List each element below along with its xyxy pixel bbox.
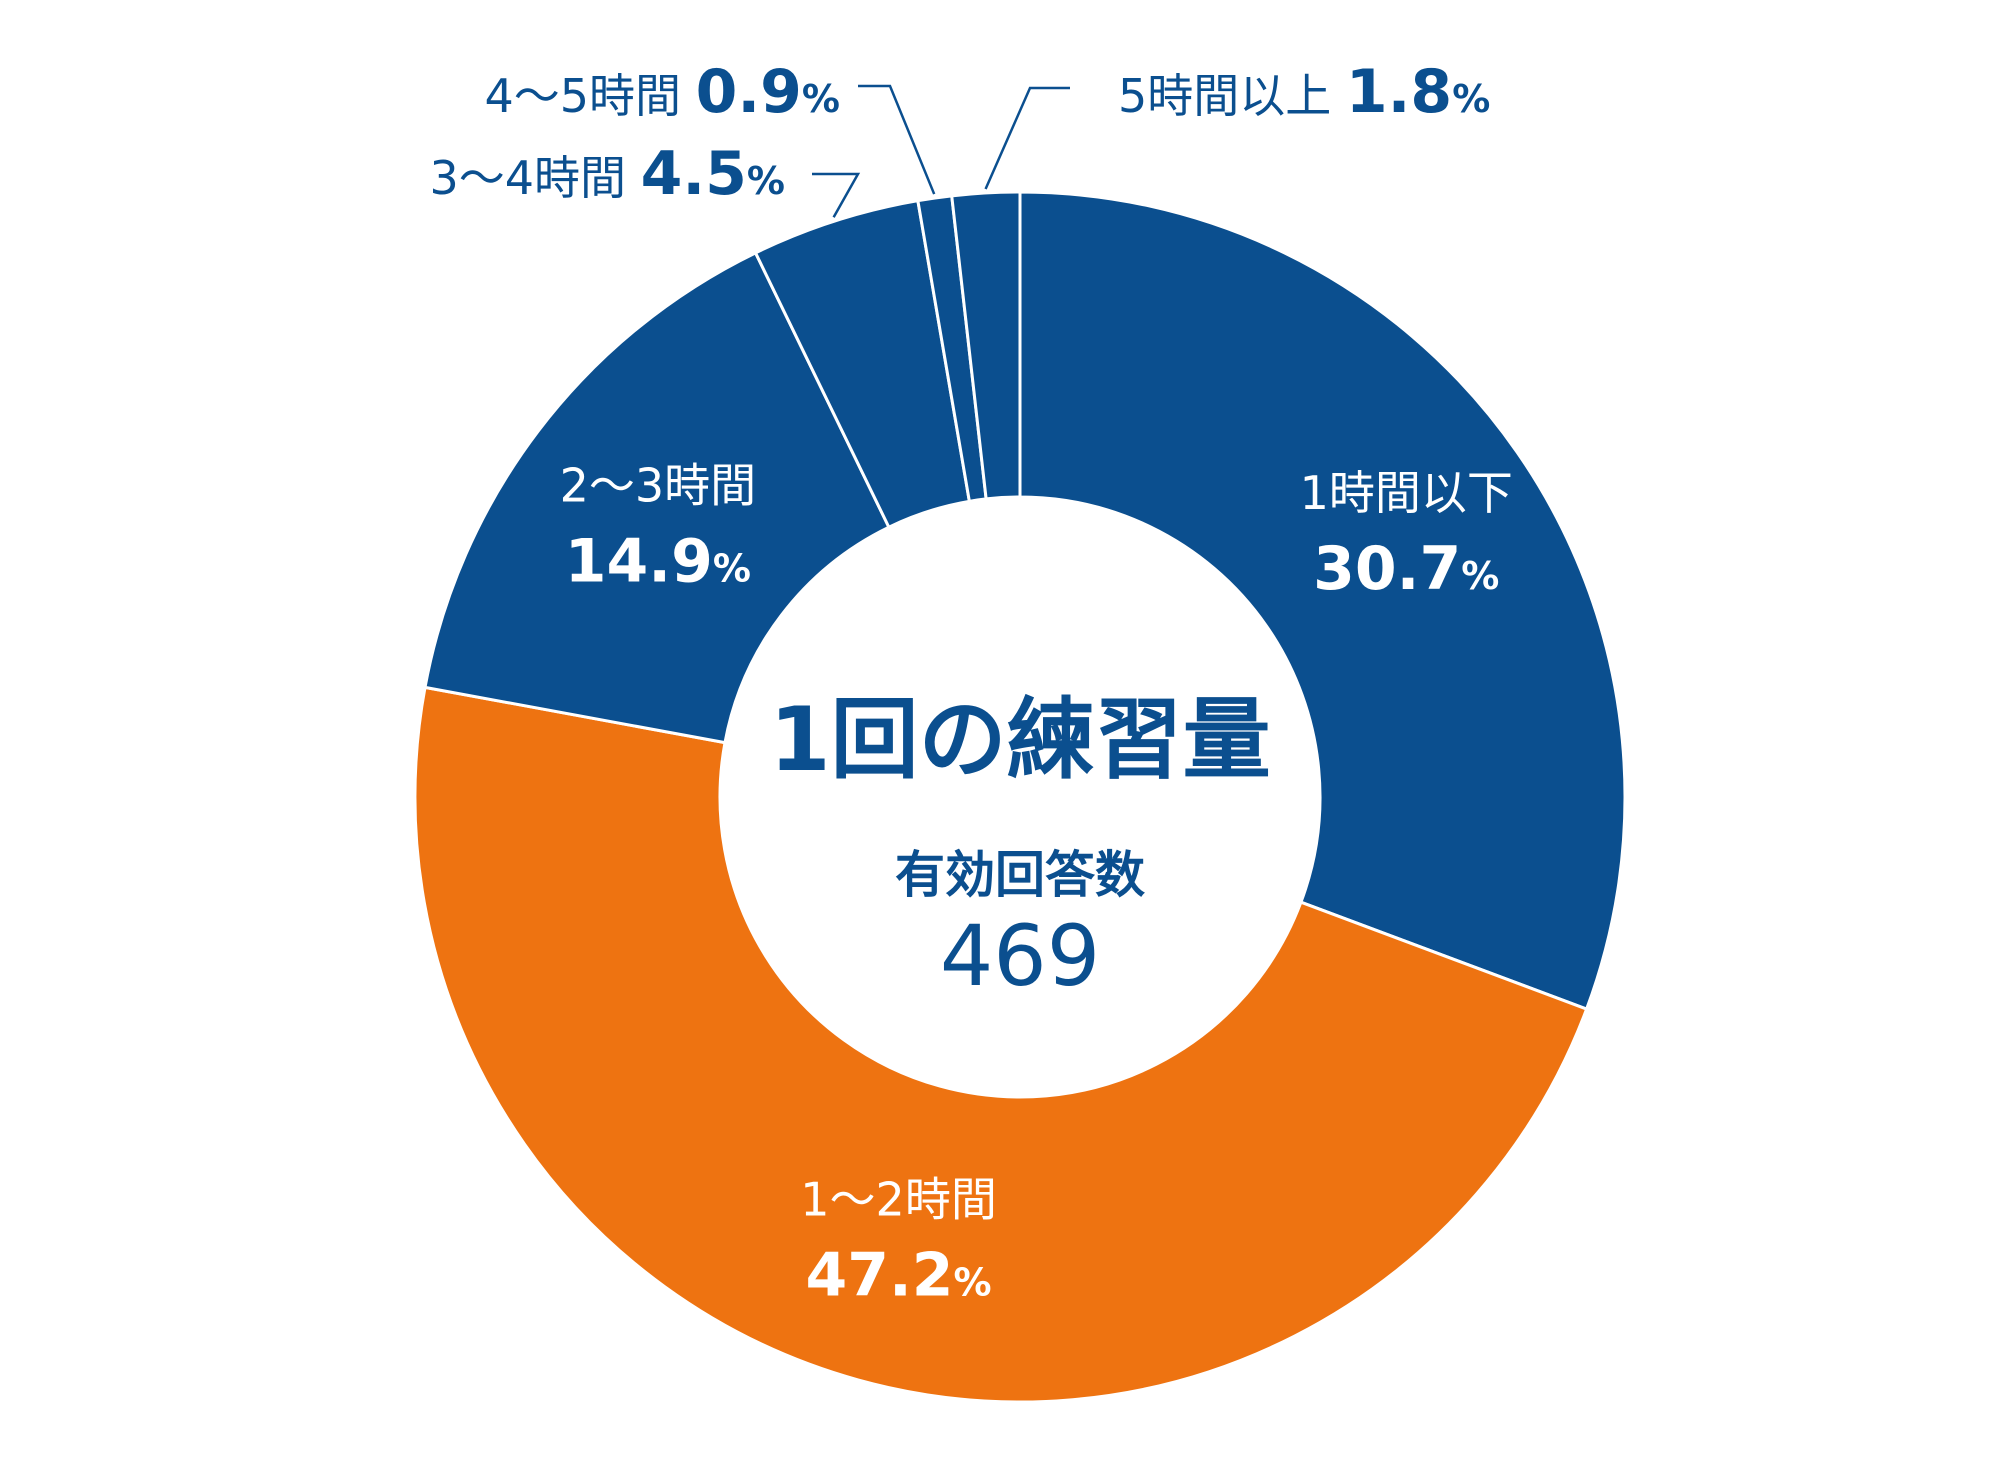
label-1-category: 1時間以下 — [1300, 466, 1513, 520]
chart-subtitle: 有効回答数 — [895, 846, 1145, 904]
slices-group — [413, 190, 1627, 1404]
label-5: 4～5時間 0.9% — [484, 57, 840, 127]
label-2-category: 1～2時間 — [800, 1172, 997, 1226]
label-2-value: 47.2% — [805, 1240, 991, 1310]
label-4: 3～4時間 4.5% — [429, 139, 785, 209]
leader-line-5 — [858, 84, 936, 195]
slice-1 — [1018, 190, 1627, 1012]
leader-lines — [812, 84, 1070, 218]
chart-title: 1回の練習量 — [769, 688, 1270, 791]
leader-line-4 — [812, 172, 861, 218]
label-3-value: 14.9% — [565, 527, 751, 597]
label-1-value: 30.7% — [1313, 534, 1499, 604]
response-count: 469 — [940, 907, 1100, 1005]
label-6: 5時間以上 1.8% — [1118, 57, 1490, 127]
slice-labels: 1時間以下 30.7% 1～2時間 47.2% 2～3時間 14.9% 3～4時間 4.5%… — [429, 57, 1512, 1310]
leader-line-6 — [984, 86, 1070, 190]
slice-6 — [950, 190, 1022, 501]
slice-3 — [423, 250, 891, 745]
slice-2 — [413, 685, 1589, 1404]
label-3-category: 2～3時間 — [560, 459, 757, 513]
